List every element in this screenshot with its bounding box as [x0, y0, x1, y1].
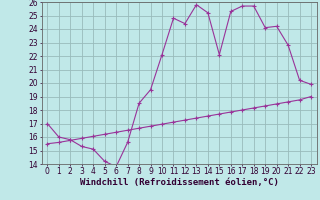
X-axis label: Windchill (Refroidissement éolien,°C): Windchill (Refroidissement éolien,°C)	[80, 178, 279, 187]
